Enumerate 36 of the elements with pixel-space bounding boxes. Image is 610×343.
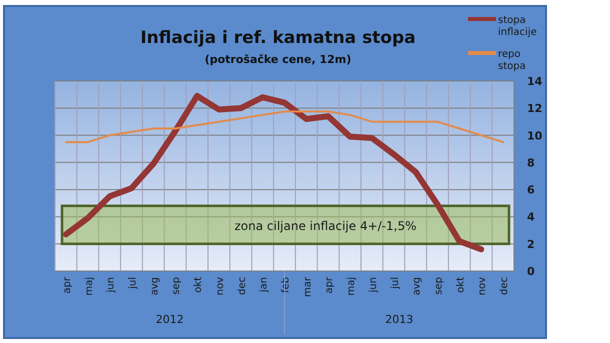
x-tick-label: apr	[62, 276, 73, 294]
line-series	[64, 110, 504, 144]
legend-label: stopa inflacije	[498, 15, 537, 38]
x-tick-label: sep	[171, 277, 182, 295]
text: 2012	[156, 313, 184, 326]
x-tick-label: jun	[368, 277, 379, 294]
x-tick-label: maj	[346, 277, 358, 296]
x-tick-label: maj	[84, 277, 95, 296]
x-tick-label: nov	[214, 276, 226, 296]
text: 2013	[385, 313, 414, 326]
x-tick-label: avg	[149, 277, 160, 296]
y-tick-label: 12	[527, 102, 542, 116]
y-tick-label: 14	[527, 75, 543, 88]
x-tick-label: jun	[106, 277, 117, 294]
y-tick-label: 8	[527, 156, 535, 170]
x-tick-label: nov	[477, 276, 488, 296]
chart-subtitle: (potrošačke cene, 12m)	[204, 53, 352, 66]
x-tick-label: jul	[390, 277, 401, 290]
x-tick-label: mar	[302, 276, 314, 297]
x-tick-label: avg	[412, 277, 423, 296]
x-tick-label: okt	[193, 276, 204, 293]
y-tick-label: 10	[527, 129, 543, 142]
y-tick-label: 0	[527, 265, 535, 278]
x-tick-label: okt	[455, 276, 466, 293]
x-tick-label: jul	[128, 277, 138, 290]
x-tick-label: sep	[434, 277, 444, 295]
band-label: zona ciljane inflacije 4+/-1,5%	[234, 218, 417, 233]
chart-title: Inflacija i ref. kamatna stopa	[140, 28, 416, 48]
x-tick-label: dec	[499, 277, 510, 295]
y-tick-label: 2	[527, 238, 535, 251]
x-tick-label: dec	[236, 277, 248, 295]
legend-label: repo stopa	[498, 49, 526, 72]
x-tick-label: apr	[324, 276, 336, 294]
x-tick-label: jan	[258, 277, 270, 294]
y-tick-label: 6	[527, 184, 535, 197]
y-tick-label: 4	[527, 210, 535, 224]
